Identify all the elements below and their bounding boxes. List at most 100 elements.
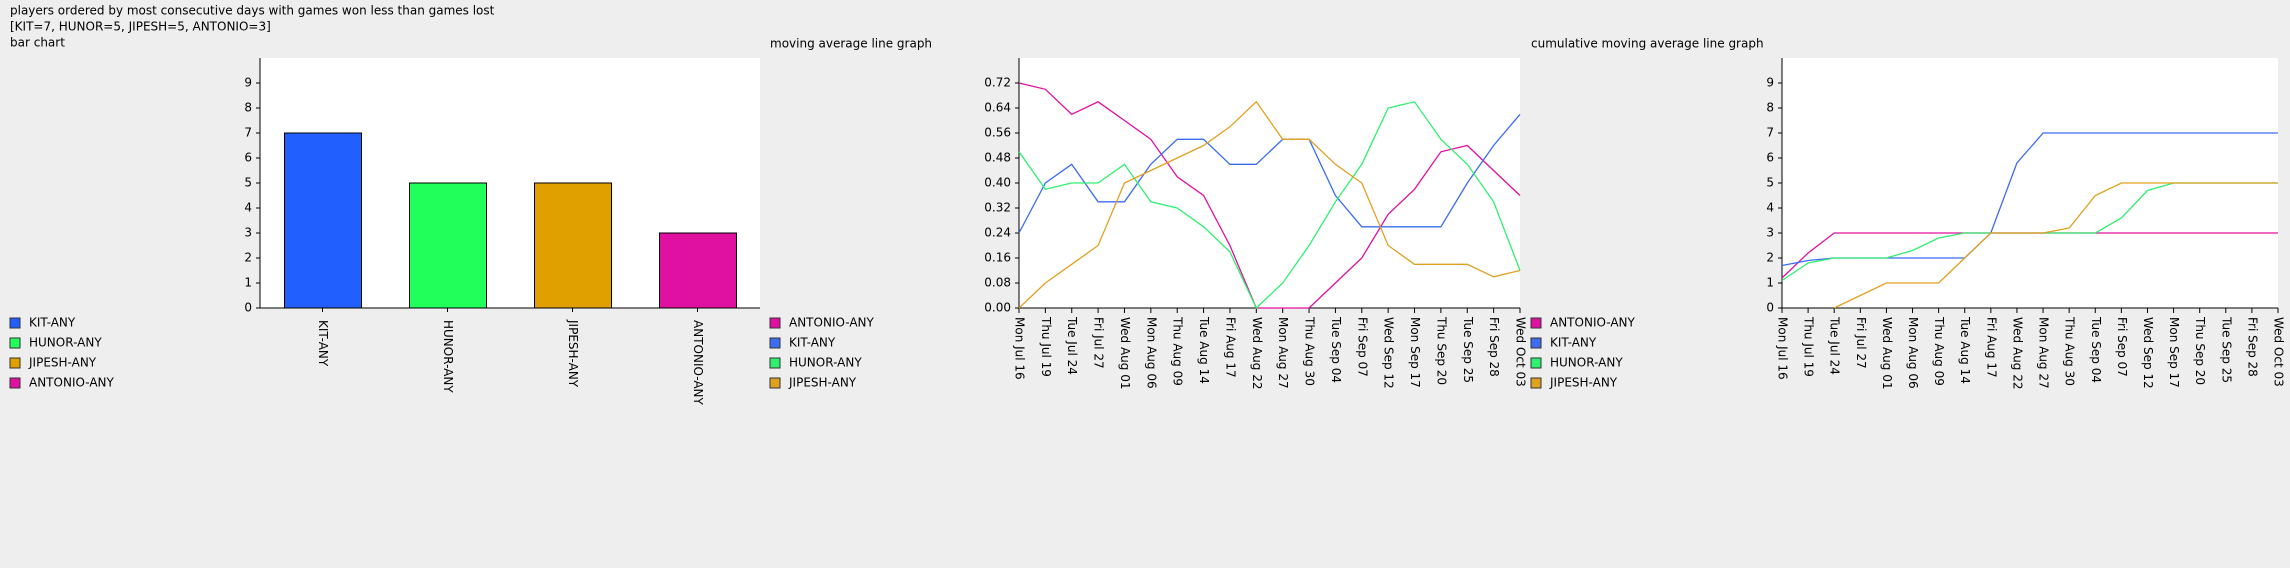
x-tick-label: Thu Aug 30 <box>1303 316 1317 386</box>
bar <box>534 182 612 309</box>
legend-swatch <box>1530 357 1542 369</box>
legend-label: KIT-ANY <box>1550 336 1597 350</box>
y-tick-label: 5 <box>244 176 252 190</box>
x-tick-label: Wed Aug 22 <box>1250 317 1264 390</box>
x-tick-label: JIPESH-ANY <box>566 319 580 388</box>
y-tick-label: 7 <box>1766 126 1774 140</box>
y-tick-label: 0.32 <box>984 201 1011 215</box>
y-tick-label: 0.64 <box>984 101 1011 115</box>
legend-label: HUNOR-ANY <box>29 336 102 350</box>
x-tick-label: Wed Sep 12 <box>2141 317 2155 389</box>
x-tick-label: Mon Aug 06 <box>1906 317 1920 389</box>
x-tick-label: Mon Sep 17 <box>1408 317 1422 388</box>
x-tick-label: Tue Jul 24 <box>1065 316 1079 375</box>
x-tick-label: Thu Jul 19 <box>1039 316 1053 377</box>
x-tick-label: KIT-ANY <box>316 320 330 367</box>
x-tick-label: Tue Aug 14 <box>1958 316 1972 384</box>
legend-label: HUNOR-ANY <box>789 356 862 370</box>
legend-label: JIPESH-ANY <box>1549 376 1618 390</box>
y-tick-label: 3 <box>244 226 252 240</box>
y-tick-label: 0.08 <box>984 276 1011 290</box>
legend-swatch <box>9 357 21 369</box>
x-tick-label: Tue Jul 24 <box>1828 316 1842 375</box>
y-tick-label: 2 <box>1766 251 1774 265</box>
y-tick-label: 0.00 <box>984 301 1011 315</box>
x-tick-label: Fri Jul 27 <box>1854 317 1868 369</box>
x-tick-label: Mon Jul 16 <box>1013 317 1027 380</box>
x-tick-label: Tue Sep 04 <box>1329 316 1343 383</box>
x-tick-label: Thu Sep 20 <box>1434 316 1448 385</box>
x-tick-label: Tue Sep 25 <box>2219 316 2233 383</box>
legend-label: HUNOR-ANY <box>1550 356 1623 370</box>
chart-title: cumulative moving average line graph <box>1531 37 1764 51</box>
y-tick-label: 1 <box>244 276 252 290</box>
x-tick-label: Tue Aug 14 <box>1197 316 1211 384</box>
x-tick-label: Wed Aug 01 <box>1118 317 1132 390</box>
x-tick-label: Mon Aug 27 <box>1276 317 1290 389</box>
legend-swatch <box>9 337 21 349</box>
legend-swatch <box>1530 337 1542 349</box>
legend-swatch <box>769 377 781 389</box>
legend-swatch <box>769 357 781 369</box>
bar <box>409 182 487 309</box>
x-tick-label: Fri Aug 17 <box>1984 317 1998 378</box>
y-tick-label: 9 <box>244 76 252 90</box>
x-tick-label: Thu Aug 09 <box>1171 316 1185 386</box>
y-tick-label: 0.48 <box>984 151 1011 165</box>
y-tick-label: 7 <box>244 126 252 140</box>
legend-label: ANTONIO-ANY <box>29 376 115 390</box>
chart-title: bar chart <box>10 36 65 50</box>
line-series <box>1018 101 1521 310</box>
x-tick-label: Thu Aug 09 <box>1932 316 1946 386</box>
x-tick-label: Mon Aug 27 <box>2037 317 2051 389</box>
heading: players ordered by most consecutive days… <box>10 4 495 18</box>
y-tick-label: 4 <box>244 201 252 215</box>
x-tick-label: Fri Aug 17 <box>1223 317 1237 378</box>
legend-label: JIPESH-ANY <box>28 356 97 370</box>
line-series <box>1018 113 1521 234</box>
y-tick-label: 3 <box>1766 226 1774 240</box>
legend-swatch <box>769 317 781 329</box>
bar <box>284 132 362 309</box>
legend-label: KIT-ANY <box>789 336 836 350</box>
legend-swatch <box>769 337 781 349</box>
y-tick-label: 1 <box>1766 276 1774 290</box>
line-series <box>1833 182 2278 309</box>
summary: [KIT=7, HUNOR=5, JIPESH=5, ANTONIO=3] <box>10 20 271 34</box>
line-series <box>1018 100 1521 309</box>
legend-swatch <box>9 317 21 329</box>
x-tick-label: Wed Oct 03 <box>1514 317 1528 387</box>
line-series <box>1018 82 1521 309</box>
y-tick-label: 0.40 <box>984 176 1011 190</box>
x-tick-label: Wed Aug 22 <box>2010 317 2024 389</box>
x-tick-label: Fri Sep 07 <box>1355 317 1369 377</box>
x-tick-label: Fri Sep 07 <box>2115 317 2129 377</box>
y-tick-label: 0.72 <box>984 76 1011 90</box>
plot-area <box>1019 58 1520 308</box>
y-tick-label: 6 <box>244 151 252 165</box>
chart-title: moving average line graph <box>770 37 932 51</box>
x-tick-label: Wed Sep 12 <box>1382 317 1396 389</box>
y-tick-label: 0.24 <box>984 226 1011 240</box>
legend-label: JIPESH-ANY <box>788 376 857 390</box>
x-tick-label: Fri Sep 28 <box>1487 317 1501 377</box>
x-tick-label: Tue Sep 25 <box>1461 316 1475 383</box>
bar <box>659 232 737 309</box>
x-tick-label: Wed Aug 01 <box>1880 317 1894 390</box>
x-tick-label: Tue Sep 04 <box>2089 316 2103 383</box>
x-tick-label: Fri Jul 27 <box>1092 317 1106 369</box>
x-tick-label: Fri Sep 28 <box>2245 317 2259 377</box>
x-tick-label: Thu Jul 19 <box>1802 316 1816 377</box>
x-tick-label: Wed Oct 03 <box>2272 317 2286 387</box>
legend-swatch <box>1530 377 1542 389</box>
y-tick-label: 0.56 <box>984 126 1011 140</box>
legend-label: ANTONIO-ANY <box>1550 316 1636 330</box>
y-tick-label: 0 <box>1766 301 1774 315</box>
legend-label: ANTONIO-ANY <box>789 316 875 330</box>
y-tick-label: 5 <box>1766 176 1774 190</box>
x-tick-label: Mon Jul 16 <box>1776 317 1790 380</box>
legend-swatch <box>1530 317 1542 329</box>
legend-swatch <box>9 377 21 389</box>
y-tick-label: 0 <box>244 301 252 315</box>
